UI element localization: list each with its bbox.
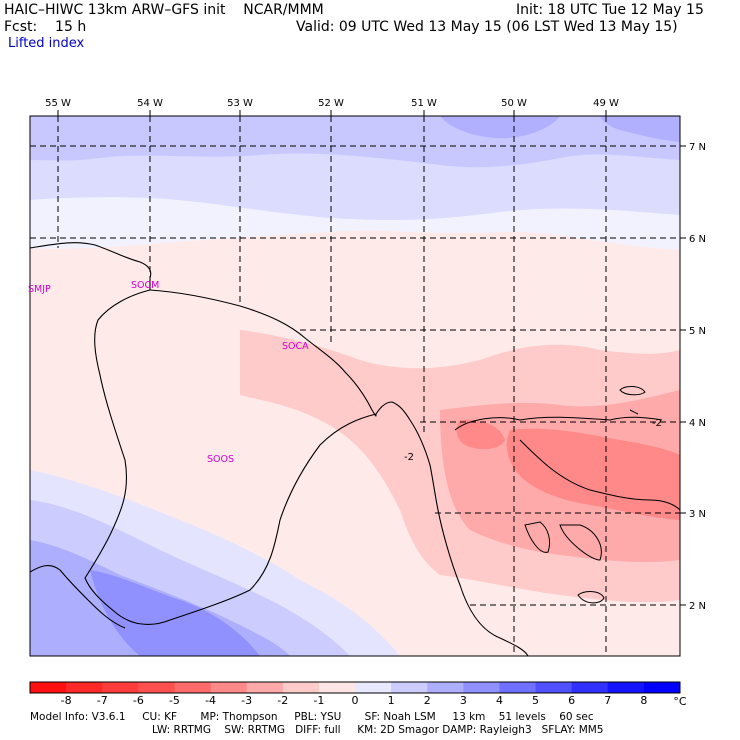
colorbar-tick-label: -3: [241, 694, 253, 707]
map-frame: [29, 115, 681, 657]
valid-time: Valid: 09 UTC Wed 13 May 15 (06 LST Wed …: [296, 19, 678, 35]
lon-label: 54 W: [137, 98, 163, 109]
lat-label: 3 N: [689, 509, 706, 520]
lat-label: 4 N: [689, 418, 706, 429]
lat-label: 6 N: [689, 234, 706, 245]
lat-ticks: [680, 145, 686, 606]
colorbar-tick-label: -1: [313, 694, 325, 707]
colorbar-frame: [29, 681, 681, 694]
colorbar-swatch: [571, 682, 609, 693]
model-info-line1: Model Info: V3.6.1 CU: KF MP: Thompson P…: [30, 711, 594, 723]
contour-label: -2: [404, 452, 414, 463]
colorbar-swatch: [355, 682, 392, 693]
colorbar-swatch: [30, 682, 67, 693]
shaded-field: [30, 116, 680, 656]
colorbar-tick-label: 2: [423, 694, 431, 707]
lat-label: 7 N: [689, 142, 706, 153]
station-label-smjp: SMJP: [28, 284, 51, 295]
colorbar-tick-label: -7: [96, 694, 108, 707]
colorbar-swatch: [174, 682, 212, 693]
contour-value-labels: -2 -2: [404, 418, 662, 463]
colorbar-swatch: [643, 682, 681, 693]
colorbar-swatch: [210, 682, 248, 693]
colorbar-tick-label: -6: [132, 694, 144, 707]
field-name: Lifted index: [8, 36, 85, 51]
colorbar-tick-label: 1: [387, 694, 395, 707]
station-label-soos: SOOS: [207, 454, 234, 465]
station-labels: SMJP SOCM SOCA SOOS: [28, 280, 309, 465]
lon-label: 52 W: [318, 98, 344, 109]
colorbar-tick-label: 7: [604, 694, 612, 707]
lon-ticks: [57, 110, 607, 116]
colorbar-swatch: [102, 682, 139, 693]
lat-label: 2 N: [689, 601, 706, 612]
colorbar-tick-label: -2: [277, 694, 289, 707]
colorbar-tick-label: 3: [459, 694, 467, 707]
colorbar-swatch: [463, 682, 500, 693]
colorbar-tick-label: 5: [532, 694, 540, 707]
lat-lon-grid: [30, 116, 680, 656]
colorbar-swatch: [318, 682, 356, 693]
lat-labels: 7 N 6 N 5 N 4 N 3 N 2 N: [689, 142, 706, 612]
contour-label: -2: [652, 418, 662, 429]
station-label-soca: SOCA: [282, 341, 309, 352]
lat-label: 5 N: [689, 326, 706, 337]
lon-label: 53 W: [227, 98, 253, 109]
colorbar-swatch: [427, 682, 464, 693]
colorbar-tick-label: 0: [351, 694, 359, 707]
lon-label: 51 W: [411, 98, 437, 109]
colorbar-swatch: [607, 682, 645, 693]
init-time: Init: 18 UTC Tue 12 May 15: [516, 2, 704, 18]
colorbar-tick-label: 6: [568, 694, 576, 707]
colorbar-swatch: [391, 682, 428, 693]
colorbar-tick-label: 8: [640, 694, 648, 707]
forecast-hour: Fcst: 15 h: [4, 19, 87, 35]
colorbar: [29, 681, 681, 694]
colorbar-tick-label: -5: [168, 694, 180, 707]
colorbar-swatch: [499, 682, 537, 693]
colorbar-tick-label: 4: [495, 694, 503, 707]
lon-labels: 55 W 54 W 53 W 52 W 51 W 50 W 49 W: [45, 98, 619, 109]
lon-label: 55 W: [45, 98, 71, 109]
colorbar-swatch: [535, 682, 573, 693]
lon-label: 49 W: [593, 98, 619, 109]
station-label-socm: SOCM: [131, 280, 159, 291]
model-title: HAIC–HIWC 13km ARW–GFS init NCAR/MMM: [4, 2, 324, 18]
model-info-line2: LW: RRTMG SW: RRTMG DIFF: full KM: 2D Sm…: [152, 724, 604, 736]
colorbar-swatch: [282, 682, 320, 693]
lon-label: 50 W: [501, 98, 527, 109]
colorbar-swatch: [246, 682, 284, 693]
colorbar-unit: °C: [673, 695, 687, 708]
colorbar-swatch: [138, 682, 175, 693]
colorbar-tick-label: -8: [60, 694, 72, 707]
colorbar-tick-label: -4: [205, 694, 217, 707]
contour-lines: [454, 386, 680, 604]
colorbar-swatch: [66, 682, 103, 693]
